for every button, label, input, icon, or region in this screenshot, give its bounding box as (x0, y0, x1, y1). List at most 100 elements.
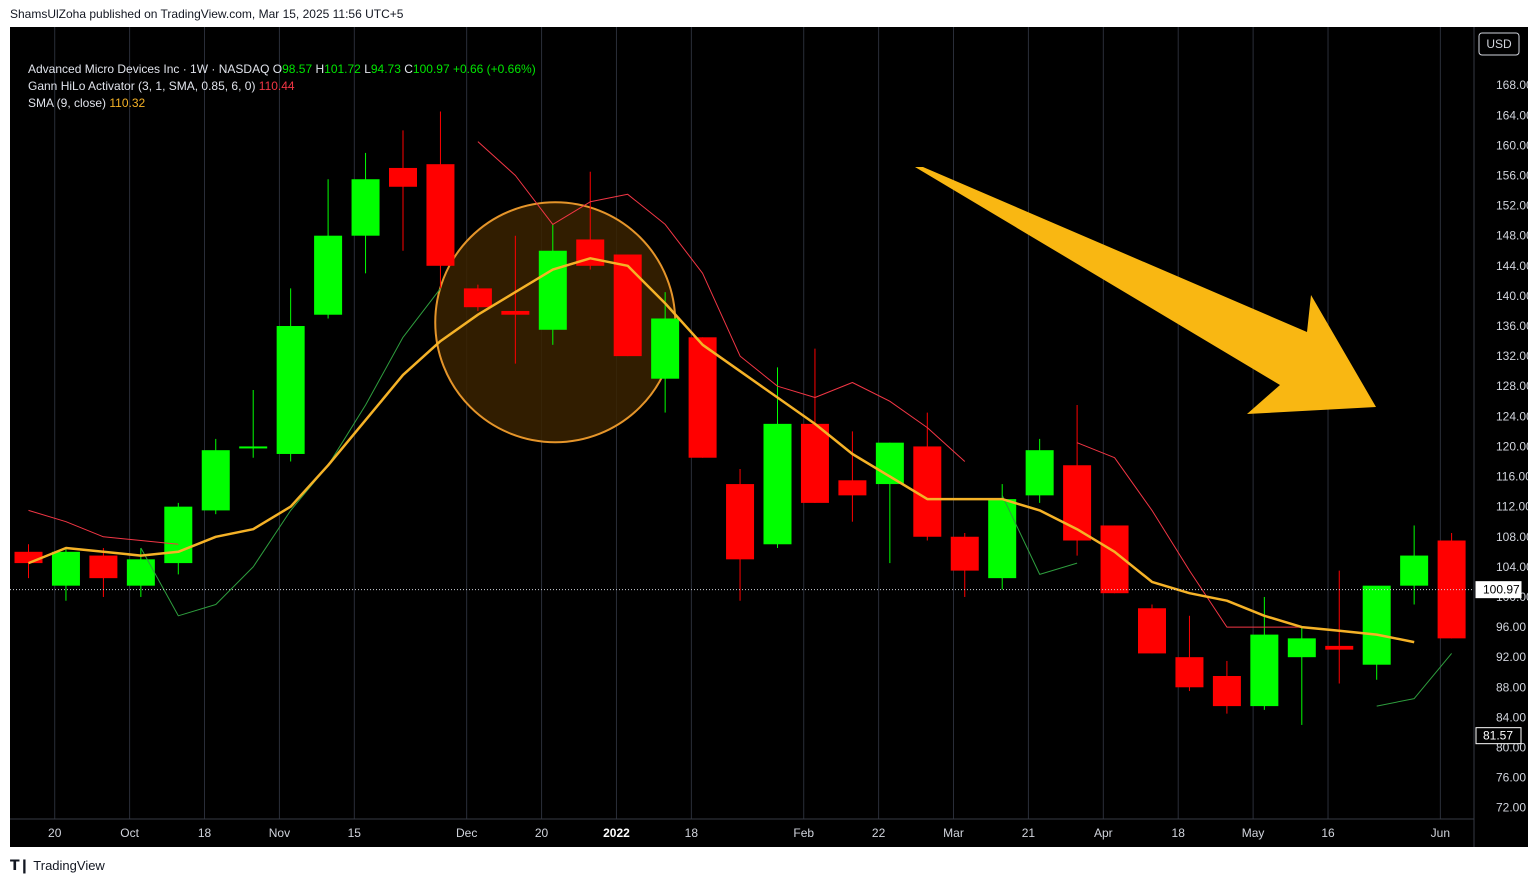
candle-down[interactable] (950, 532, 979, 597)
candle-down[interactable] (501, 235, 530, 364)
gann-indicator-value: 110.44 (258, 79, 295, 93)
candle-body (1362, 585, 1391, 665)
chart-canvas[interactable]: USD72.0076.0080.0084.0088.0092.0096.0010… (10, 27, 1528, 847)
candle-down[interactable] (838, 431, 867, 522)
candle-down[interactable] (14, 544, 43, 579)
candle-up[interactable] (314, 179, 343, 319)
candle-up[interactable] (1400, 525, 1429, 605)
price-tick-label: 84.00 (1496, 710, 1526, 724)
tradingview-logo[interactable]: 𝗧❙ TradingView (10, 857, 105, 874)
publisher-credit: ShamsUlZoha published on TradingView.com… (10, 7, 404, 21)
candle-up[interactable] (1250, 596, 1279, 710)
candle-down[interactable] (1212, 660, 1241, 714)
candle-body (389, 167, 417, 187)
candle-up[interactable] (239, 389, 268, 458)
candle-up[interactable] (126, 548, 155, 597)
price-tick-label: 156.00 (1496, 168, 1528, 182)
candle-up[interactable] (1362, 585, 1391, 680)
time-tick-label: Mar (943, 826, 964, 840)
price-tick-label: 72.00 (1496, 801, 1526, 815)
time-tick-label: 18 (1172, 826, 1186, 840)
candle-body (913, 446, 942, 537)
candle-up[interactable] (875, 442, 904, 564)
currency-button[interactable]: USD (1478, 32, 1520, 56)
legend-symbol-row[interactable]: Advanced Micro Devices Inc · 1W · NASDAQ… (28, 62, 536, 76)
time-tick-label: 18 (198, 826, 212, 840)
price-tick-label: 160.00 (1496, 138, 1528, 152)
candle-up[interactable] (988, 484, 1017, 590)
candle-body (351, 179, 380, 236)
price-tick-label: 132.00 (1496, 349, 1528, 363)
sma-line (28, 257, 1415, 644)
candle-up[interactable] (201, 438, 230, 515)
candle-down[interactable] (1437, 532, 1466, 639)
candle-body (14, 551, 43, 564)
candle-up[interactable] (538, 224, 567, 345)
candle-down[interactable] (1138, 604, 1166, 654)
gann-indicator-label[interactable]: Gann HiLo Activator (3, 1, SMA, 0.85, 6,… (28, 79, 256, 93)
candle-down[interactable] (463, 284, 492, 311)
time-axis[interactable]: 20 Oct 18 Nov 15 Dec 20 2022 18 Feb 22 Mar 21 Apr 18 Ma… (10, 818, 1474, 840)
candle-body (51, 551, 80, 586)
ohlc-change: +0.66 (+0.66%) (452, 62, 536, 76)
price-tick-label: 124.00 (1496, 409, 1528, 423)
sma-indicator-label[interactable]: SMA (9, close) (28, 96, 107, 110)
candle-up[interactable] (1025, 438, 1054, 503)
candle-body (613, 254, 642, 357)
candle-up[interactable] (351, 152, 380, 274)
candles[interactable] (14, 111, 1504, 737)
candle-up[interactable] (1287, 627, 1316, 725)
candle-down[interactable] (726, 469, 755, 601)
legend-sma-row[interactable]: SMA (9, close) 110.32 (28, 96, 145, 110)
chart-area[interactable]: USD 72.00 76.00 80.00 84.00 88.00 92.00 96.00 10… (10, 27, 1528, 847)
price-label-text: 100.97 (1483, 583, 1520, 597)
price-axis[interactable]: USD72.0076.0080.0084.0088.0092.0096.0010… (1473, 27, 1528, 847)
candle-down[interactable] (426, 111, 455, 289)
candle-up[interactable] (51, 548, 80, 601)
candle-up[interactable] (164, 502, 193, 575)
ohlc-close: 100.97 (412, 62, 450, 76)
candle-up[interactable] (763, 367, 792, 549)
candle-body (538, 250, 567, 330)
tradingview-logo-text: TradingView (33, 858, 105, 873)
price-tick-label: 152.00 (1496, 199, 1528, 213)
price-tick-label: 120.00 (1496, 439, 1528, 453)
time-tick-label: Dec (456, 826, 477, 840)
candle-down[interactable] (1175, 615, 1204, 692)
symbol-name[interactable]: Advanced Micro Devices Inc · 1W · NASDAQ (28, 62, 270, 76)
price-tick-label: 96.00 (1496, 620, 1526, 634)
candle-down[interactable] (1325, 570, 1354, 684)
candle-body (988, 499, 1017, 579)
time-tick-label: May (1242, 826, 1265, 840)
candle-down[interactable] (613, 254, 642, 357)
candle-down[interactable] (688, 337, 717, 458)
price-tick-label: 116.00 (1496, 470, 1528, 484)
gann-hilo-line-red (28, 141, 1527, 658)
candle-up[interactable] (651, 292, 680, 413)
currency-button-frame (1478, 32, 1520, 56)
candle-body (426, 164, 455, 266)
candle-body (800, 423, 829, 503)
price-tick-label: 108.00 (1496, 530, 1528, 544)
time-tick-label: Feb (793, 826, 814, 840)
candle-down[interactable] (913, 412, 942, 541)
candle-body (201, 450, 230, 511)
price-tick-label: 92.00 (1496, 650, 1526, 664)
legend-gann-row[interactable]: Gann HiLo Activator (3, 1, SMA, 0.85, 6,… (28, 79, 295, 93)
ohlc-close-label: C (404, 62, 413, 76)
time-tick-label: 22 (872, 826, 886, 840)
time-tick-label: 20 (535, 826, 549, 840)
candle-body (164, 506, 193, 564)
candle-down[interactable] (389, 130, 417, 251)
price-axis-background (1474, 27, 1528, 847)
time-tick-label: 15 (348, 826, 362, 840)
price-label-badge: 81.57 (1475, 727, 1522, 745)
candle-down[interactable] (1063, 405, 1092, 556)
annotations (10, 167, 1474, 591)
candle-body (463, 288, 492, 308)
ohlc-open-label: O (272, 62, 283, 76)
candle-up[interactable] (276, 288, 305, 462)
candle-down[interactable] (800, 348, 829, 503)
candle-down[interactable] (89, 548, 118, 597)
candle-body (239, 446, 268, 449)
